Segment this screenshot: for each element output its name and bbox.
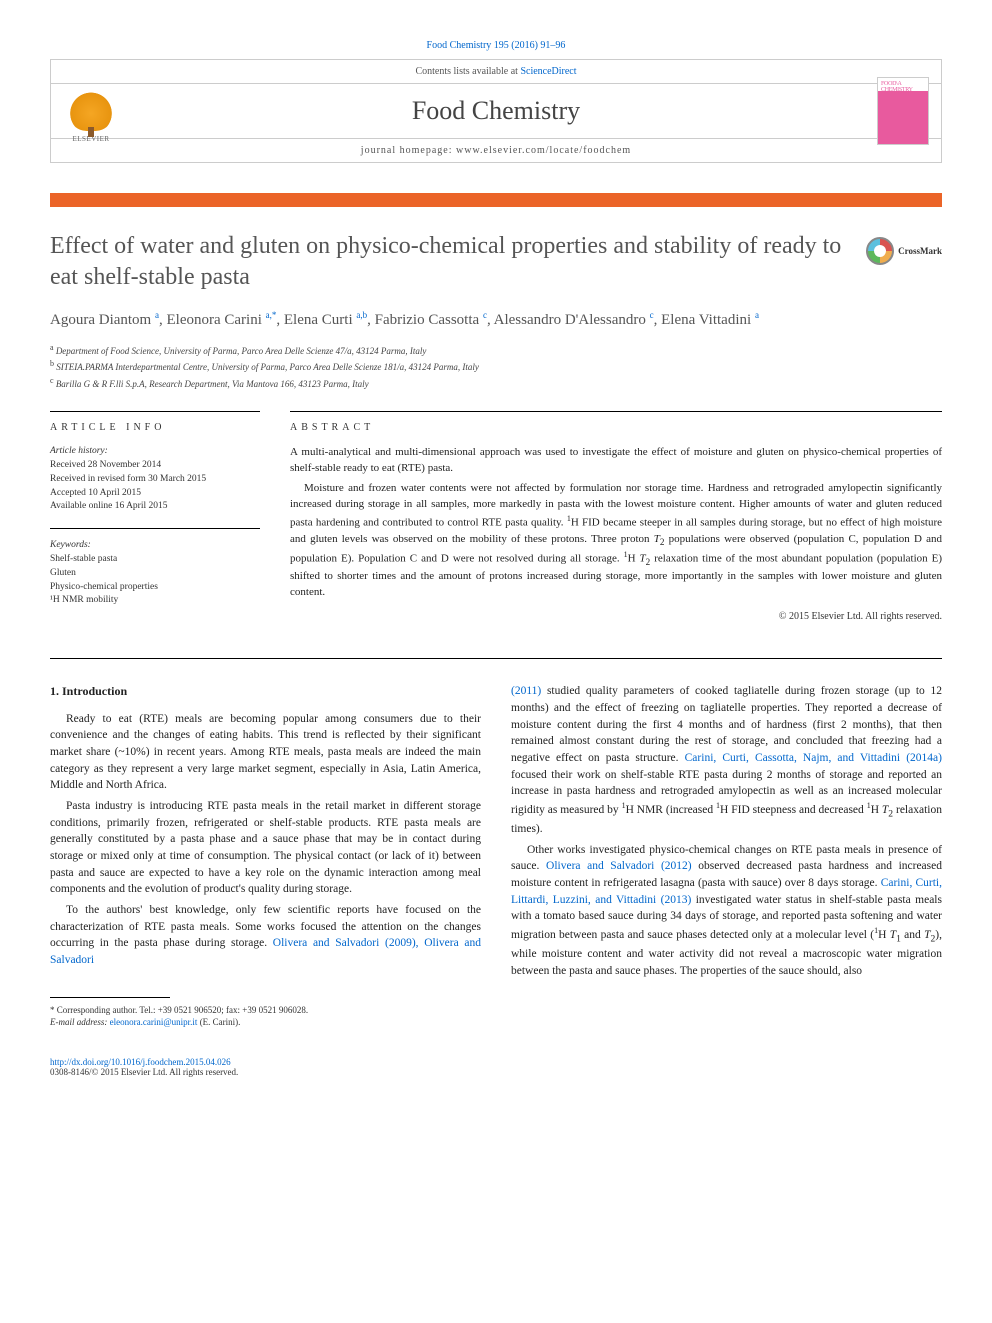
- page-container: Food Chemistry 195 (2016) 91–96 Contents…: [0, 0, 992, 1117]
- footnote-email-line: E-mail address: eleonora.carini@unipr.it…: [50, 1016, 481, 1029]
- info-divider: [50, 528, 260, 529]
- doi-link[interactable]: http://dx.doi.org/10.1016/j.foodchem.201…: [50, 1057, 231, 1067]
- history-received: Received 28 November 2014: [50, 459, 260, 473]
- abstract-p2: Moisture and frozen water contents were …: [290, 481, 942, 601]
- journal-header-box: Contents lists available at ScienceDirec…: [50, 59, 942, 163]
- citation-link[interactable]: Olivera and Salvadori (2012): [546, 860, 692, 872]
- authors-list: Agoura Diantom a, Eleonora Carini a,*, E…: [50, 309, 942, 332]
- history-online: Available online 16 April 2015: [50, 500, 260, 514]
- body-top-rule: [50, 658, 942, 659]
- article-info-heading: ARTICLE INFO: [50, 411, 260, 433]
- body-right-column: (2011) studied quality parameters of coo…: [511, 683, 942, 1029]
- body-columns: 1. Introduction Ready to eat (RTE) meals…: [50, 683, 942, 1029]
- corresponding-email-link[interactable]: eleonora.carini@unipr.it: [110, 1017, 198, 1027]
- issn-copyright-line: 0308-8146/© 2015 Elsevier Ltd. All right…: [50, 1067, 942, 1077]
- header-contents-line: Contents lists available at ScienceDirec…: [51, 60, 941, 84]
- contents-prefix: Contents lists available at: [415, 66, 520, 77]
- article-history-block: Article history: Received 28 November 20…: [50, 445, 260, 514]
- keyword-item: Gluten: [50, 567, 260, 581]
- body-paragraph: Pasta industry is introducing RTE pasta …: [50, 798, 481, 898]
- abstract-copyright: © 2015 Elsevier Ltd. All rights reserved…: [290, 611, 942, 622]
- top-citation: Food Chemistry 195 (2016) 91–96: [50, 40, 942, 51]
- homepage-prefix: journal homepage:: [361, 145, 456, 156]
- history-accepted: Accepted 10 April 2015: [50, 487, 260, 501]
- info-abstract-row: ARTICLE INFO Article history: Received 2…: [50, 411, 942, 622]
- orange-separator-bar: [50, 193, 942, 207]
- crossmark-badge[interactable]: CrossMark: [866, 237, 942, 265]
- header-main: ELSEVIER Food Chemistry: [51, 84, 941, 138]
- affiliation-b: b SITEIA.PARMA Interdepartmental Centre,…: [50, 358, 942, 375]
- elsevier-logo[interactable]: ELSEVIER: [63, 79, 119, 143]
- keyword-item: ¹H NMR mobility: [50, 594, 260, 608]
- affiliations-list: a Department of Food Science, University…: [50, 342, 942, 392]
- article-info-column: ARTICLE INFO Article history: Received 2…: [50, 411, 260, 622]
- keywords-block: Keywords: Shelf-stable pasta Gluten Phys…: [50, 539, 260, 608]
- journal-cover-thumbnail[interactable]: [877, 77, 929, 145]
- abstract-text: A multi-analytical and multi-dimensional…: [290, 445, 942, 601]
- keywords-label: Keywords:: [50, 539, 260, 553]
- body-paragraph: (2011) studied quality parameters of coo…: [511, 683, 942, 837]
- body-paragraph: Ready to eat (RTE) meals are becoming po…: [50, 711, 481, 794]
- abstract-p1: A multi-analytical and multi-dimensional…: [290, 445, 942, 477]
- homepage-url[interactable]: www.elsevier.com/locate/foodchem: [456, 145, 631, 156]
- article-title: Effect of water and gluten on physico-ch…: [50, 231, 850, 293]
- journal-name: Food Chemistry: [412, 96, 580, 126]
- section-1-heading: 1. Introduction: [50, 683, 481, 700]
- keyword-item: Shelf-stable pasta: [50, 553, 260, 567]
- footnote-separator: [50, 997, 170, 998]
- crossmark-label: CrossMark: [898, 246, 942, 256]
- affiliation-a: a Department of Food Science, University…: [50, 342, 942, 359]
- sciencedirect-link[interactable]: ScienceDirect: [520, 66, 576, 77]
- citation-link[interactable]: (2011): [511, 685, 541, 697]
- corresponding-author-footnote: * Corresponding author. Tel.: +39 0521 9…: [50, 1004, 481, 1029]
- body-paragraph: Other works investigated physico-chemica…: [511, 842, 942, 980]
- body-left-column: 1. Introduction Ready to eat (RTE) meals…: [50, 683, 481, 1029]
- citation-link[interactable]: Carini, Curti, Cassotta, Najm, and Vitta…: [685, 752, 942, 764]
- abstract-heading: ABSTRACT: [290, 411, 942, 433]
- history-revised: Received in revised form 30 March 2015: [50, 473, 260, 487]
- elsevier-tree-icon: [69, 87, 113, 131]
- abstract-column: ABSTRACT A multi-analytical and multi-di…: [290, 411, 942, 622]
- affiliation-c: c Barilla G & R F.lli S.p.A, Research De…: [50, 375, 942, 392]
- crossmark-icon: [866, 237, 894, 265]
- title-row: Effect of water and gluten on physico-ch…: [50, 231, 942, 293]
- history-label: Article history:: [50, 445, 260, 459]
- body-paragraph: To the authors' best knowledge, only few…: [50, 902, 481, 969]
- page-footer: http://dx.doi.org/10.1016/j.foodchem.201…: [50, 1057, 942, 1077]
- keyword-item: Physico-chemical properties: [50, 581, 260, 595]
- header-homepage-line: journal homepage: www.elsevier.com/locat…: [51, 138, 941, 162]
- footnote-corresponding: * Corresponding author. Tel.: +39 0521 9…: [50, 1004, 481, 1017]
